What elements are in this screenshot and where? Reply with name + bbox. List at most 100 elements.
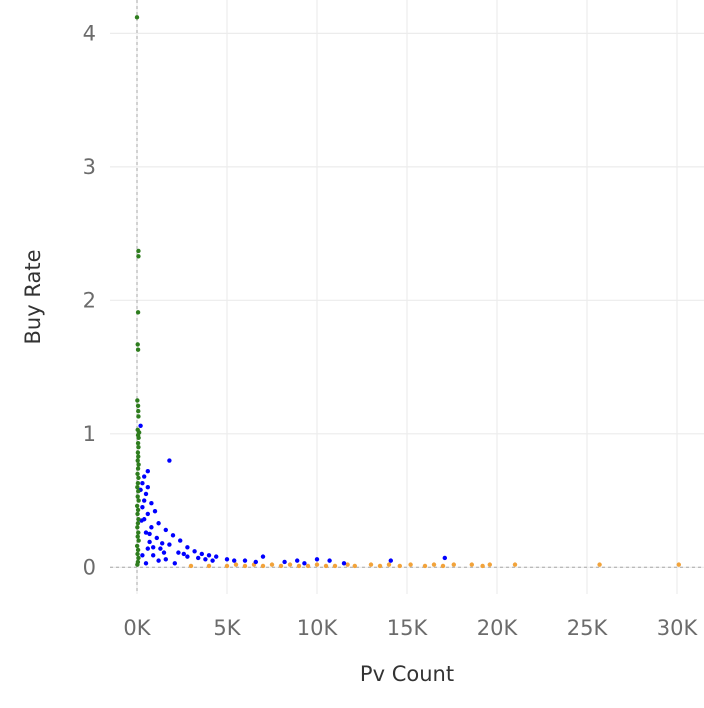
data-point: [469, 562, 474, 567]
x-tick-label: 0K: [123, 616, 151, 640]
data-point: [136, 462, 141, 467]
data-point: [167, 542, 172, 547]
data-point: [260, 563, 266, 569]
data-point: [185, 545, 190, 550]
data-point: [386, 562, 392, 567]
data-point: [397, 563, 402, 569]
data-point: [140, 505, 145, 510]
data-point: [287, 562, 293, 567]
data-point: [323, 563, 329, 569]
data-point: [314, 557, 320, 562]
data-point: [156, 558, 161, 563]
data-point: [136, 555, 141, 561]
data-point: [253, 559, 258, 565]
data-point: [408, 562, 413, 567]
data-point: [138, 423, 143, 429]
data-point: [136, 254, 141, 259]
data-point: [147, 539, 152, 545]
data-point: [192, 549, 197, 554]
data-point: [151, 553, 156, 558]
data-point: [136, 530, 141, 535]
data-point: [143, 530, 149, 535]
y-tick-label: 3: [83, 155, 96, 179]
data-point: [145, 485, 150, 490]
data-point: [135, 511, 140, 517]
data-point: [140, 481, 145, 486]
x-tick-label: 25K: [567, 616, 609, 640]
data-point: [143, 561, 149, 566]
data-point: [451, 562, 456, 567]
data-point: [305, 563, 311, 569]
data-point: [135, 403, 141, 408]
data-point: [163, 527, 168, 533]
x-tick-label: 30K: [657, 616, 699, 640]
data-point: [136, 475, 141, 481]
data-point: [135, 440, 141, 446]
data-point: [377, 563, 383, 569]
data-point: [224, 557, 230, 562]
data-point: [135, 507, 141, 513]
data-point: [145, 511, 150, 517]
data-point: [136, 435, 141, 441]
data-points: [134, 15, 681, 569]
x-tick-label: 5K: [213, 616, 241, 640]
data-point: [134, 543, 140, 549]
data-point: [154, 535, 159, 541]
data-point: [142, 474, 147, 479]
grid-layer: [110, 0, 704, 594]
data-point: [149, 501, 154, 506]
data-point: [135, 398, 140, 403]
data-point: [160, 541, 165, 546]
tick-labels: 0K 5K 10K 15K 20K 25K 30K 0 1 2 3 4: [83, 21, 699, 640]
data-point: [135, 485, 140, 490]
data-point: [232, 558, 237, 563]
data-point: [422, 563, 428, 569]
data-point: [136, 414, 141, 419]
data-point: [135, 562, 140, 567]
data-point: [242, 558, 248, 563]
data-point: [233, 562, 239, 567]
x-tick-label: 20K: [477, 616, 519, 640]
data-point: [278, 563, 284, 569]
data-point: [676, 562, 681, 567]
data-point: [136, 454, 141, 459]
data-point: [188, 563, 194, 569]
data-point: [206, 553, 212, 558]
data-point: [156, 521, 161, 526]
x-tick-label: 15K: [387, 616, 429, 640]
data-point: [135, 525, 140, 530]
data-point: [145, 546, 150, 551]
data-point: [368, 562, 374, 567]
data-point: [142, 498, 147, 503]
data-point: [352, 563, 357, 569]
data-point: [135, 547, 141, 553]
data-point: [314, 562, 320, 567]
data-point: [282, 559, 287, 565]
data-point: [135, 450, 141, 455]
data-point: [295, 558, 300, 563]
data-point: [185, 554, 190, 559]
y-tick-label: 4: [83, 21, 96, 45]
data-point: [136, 444, 141, 450]
data-point: [143, 491, 149, 497]
data-point: [345, 562, 350, 567]
data-point: [181, 551, 186, 557]
data-point: [136, 408, 141, 414]
data-point: [332, 563, 338, 569]
data-point: [158, 546, 163, 551]
data-point: [136, 498, 141, 503]
data-point: [260, 554, 266, 559]
data-point: [147, 531, 152, 537]
data-point: [196, 555, 201, 561]
data-point: [134, 503, 140, 509]
y-tick-label: 2: [83, 288, 96, 312]
data-point: [135, 458, 140, 463]
data-point: [442, 555, 447, 561]
data-point: [135, 494, 140, 499]
data-point: [135, 471, 140, 477]
data-point: [135, 310, 141, 315]
data-point: [214, 554, 219, 559]
data-point: [136, 538, 141, 543]
